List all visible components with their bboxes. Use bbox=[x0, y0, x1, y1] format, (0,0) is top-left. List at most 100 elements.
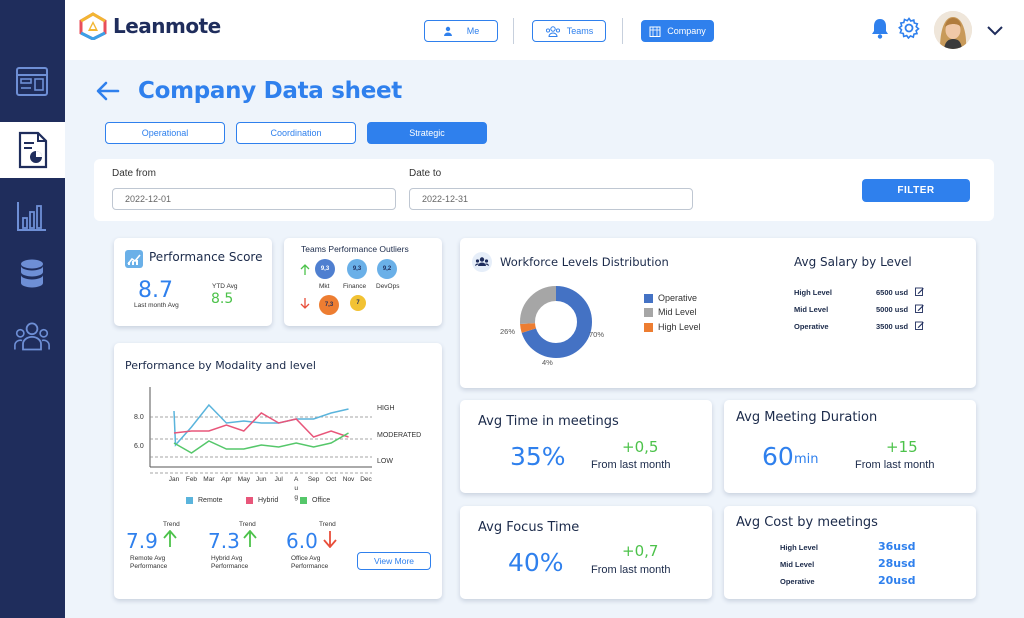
trend-label: Trend bbox=[163, 521, 180, 528]
office-avg-stat: Trend 6.0 Office Avg Performance bbox=[286, 519, 366, 579]
date-from-input[interactable]: 2022-12-01 bbox=[112, 188, 396, 210]
last-month-avg-label: Last month Avg bbox=[134, 302, 179, 309]
salary-value: 6500 usd bbox=[876, 288, 909, 297]
performance-score-card: Performance Score 8.7 Last month Avg YTD… bbox=[114, 238, 272, 326]
ytd-avg-value: 8.5 bbox=[211, 291, 234, 307]
salary-level: High Level bbox=[794, 288, 832, 297]
avg-time-meetings-delta: +0,5 bbox=[622, 438, 659, 456]
tab-operational[interactable]: Operational bbox=[105, 122, 225, 144]
nav-divider bbox=[622, 18, 623, 44]
legend-hybrid: Hybrid bbox=[246, 497, 278, 504]
salary-value: 3500 usd bbox=[876, 322, 909, 331]
avg-focus-time-title: Avg Focus Time bbox=[478, 520, 580, 535]
cost-level: Mid Level bbox=[780, 560, 815, 569]
outlier-bubble-low-2[interactable]: 7 bbox=[350, 295, 366, 311]
x-tick-label: u bbox=[294, 485, 298, 492]
nav-company-button[interactable]: Company bbox=[641, 20, 714, 42]
nav-company-label: Company bbox=[667, 26, 706, 36]
donut-label-high: 4% bbox=[542, 358, 553, 367]
modality-line-chart: 8.0 6.0 HIGH MODERATED LOW Jan Feb Mar Apr M… bbox=[134, 387, 421, 501]
outlier-team-label: DevOps bbox=[376, 283, 400, 290]
cost-level: Operative bbox=[780, 577, 815, 586]
series-line-hybrid bbox=[173, 412, 349, 438]
people-icon[interactable] bbox=[14, 318, 50, 354]
legend-label: Hybrid bbox=[258, 497, 279, 504]
chevron-down-icon[interactable] bbox=[987, 23, 1003, 41]
edit-icon[interactable] bbox=[915, 287, 924, 296]
outlier-team-label: Finance bbox=[343, 283, 367, 290]
x-tick-label: Oct bbox=[326, 476, 336, 483]
outlier-bubble-devops[interactable]: 9,2 bbox=[377, 259, 397, 279]
nav-teams-label: Teams bbox=[566, 26, 594, 36]
tab-strategic[interactable]: Strategic bbox=[367, 122, 487, 144]
bell-icon[interactable] bbox=[870, 17, 890, 44]
modality-performance-card: Performance by Modality and level 8.0 6.… bbox=[114, 343, 442, 599]
legend-label: Office bbox=[312, 497, 331, 504]
cost-value: 28usd bbox=[878, 557, 916, 570]
user-icon bbox=[443, 26, 452, 36]
trend-label: Trend bbox=[239, 521, 256, 528]
hybrid-avg-value: 7.3 bbox=[208, 529, 240, 553]
outlier-bubble-low-1[interactable]: 7,3 bbox=[319, 295, 339, 315]
gear-icon[interactable] bbox=[898, 17, 920, 44]
tab-coordination[interactable]: Coordination bbox=[236, 122, 356, 144]
legend-operative: Operative bbox=[644, 293, 697, 303]
avatar[interactable] bbox=[934, 11, 972, 49]
nav-me-button[interactable]: Me bbox=[424, 20, 498, 42]
database-icon[interactable] bbox=[14, 256, 50, 292]
workforce-title: Workforce Levels Distribution bbox=[500, 255, 669, 269]
dashboard-icon[interactable] bbox=[14, 64, 50, 100]
avg-meeting-duration-delta: +15 bbox=[886, 438, 918, 456]
sidebar bbox=[0, 0, 65, 618]
edit-icon[interactable] bbox=[915, 321, 924, 330]
report-icon[interactable] bbox=[0, 122, 65, 178]
nav-me-label: Me bbox=[466, 26, 480, 36]
donut-label-mid: 26% bbox=[500, 327, 516, 336]
last-month-avg-value: 8.7 bbox=[138, 278, 173, 303]
filter-button[interactable]: FILTER bbox=[862, 179, 970, 202]
view-more-button[interactable]: View More bbox=[357, 552, 431, 570]
avg-time-meetings-value: 35% bbox=[510, 442, 566, 471]
avg-meeting-duration-value: 60 bbox=[762, 442, 794, 471]
workforce-salary-card: Workforce Levels Distribution 26% 70% 4%… bbox=[460, 238, 976, 388]
legend-mid-level: Mid Level bbox=[644, 307, 697, 317]
nav-teams-button[interactable]: Teams bbox=[532, 20, 606, 42]
app-logo[interactable]: Leanmote bbox=[79, 12, 221, 40]
outlier-bubble-mkt[interactable]: 9,3 bbox=[315, 259, 335, 279]
office-avg-label: Performance bbox=[291, 563, 329, 570]
x-tick-label: Jan bbox=[169, 476, 180, 483]
avg-cost-meetings-card: Avg Cost by meetings High Level 36usd Mi… bbox=[724, 506, 976, 599]
date-filter-panel: Date from 2022-12-01 Date to 2022-12-31 … bbox=[94, 159, 994, 221]
remote-avg-label: Remote Avg bbox=[130, 555, 166, 562]
legend-label: High Level bbox=[658, 322, 701, 332]
legend-label: Remote bbox=[198, 497, 223, 504]
back-arrow-icon[interactable] bbox=[96, 81, 120, 101]
x-tick-label: Sep bbox=[308, 476, 320, 483]
avg-time-meetings-card: Avg Time in meetings 35% +0,5 From last … bbox=[460, 400, 712, 493]
legend-remote: Remote bbox=[186, 497, 223, 504]
y-tick-label: 8.0 bbox=[134, 414, 144, 421]
date-to-label: Date to bbox=[409, 168, 442, 179]
team-icon bbox=[472, 252, 492, 277]
band-label-low: LOW bbox=[377, 458, 393, 465]
trend-up-icon bbox=[243, 530, 257, 547]
donut-label-operative: 70% bbox=[589, 330, 605, 339]
date-to-input[interactable]: 2022-12-31 bbox=[409, 188, 693, 210]
office-avg-value: 6.0 bbox=[286, 529, 318, 553]
outlier-team-label: Mkt bbox=[319, 283, 330, 290]
legend-office: Office bbox=[300, 497, 330, 504]
legend-label: Mid Level bbox=[658, 307, 697, 317]
outlier-bubble-finance[interactable]: 9,3 bbox=[347, 259, 367, 279]
avg-focus-time-delta-label: From last month bbox=[591, 564, 671, 576]
performance-score-title: Performance Score bbox=[149, 250, 263, 264]
avg-meeting-duration-title: Avg Meeting Duration bbox=[736, 410, 878, 425]
legend-high-level: High Level bbox=[644, 322, 701, 332]
remote-avg-stat: Trend 7.9 Remote Avg Performance bbox=[126, 519, 206, 579]
outliers-title: Teams Performance Outliers bbox=[301, 244, 409, 254]
arrow-down-icon bbox=[300, 296, 310, 314]
x-tick-label: g bbox=[294, 494, 298, 501]
bar-chart-icon[interactable] bbox=[14, 198, 50, 234]
edit-icon[interactable] bbox=[915, 304, 924, 313]
x-tick-label: Apr bbox=[221, 476, 232, 483]
date-from-label: Date from bbox=[112, 168, 156, 179]
